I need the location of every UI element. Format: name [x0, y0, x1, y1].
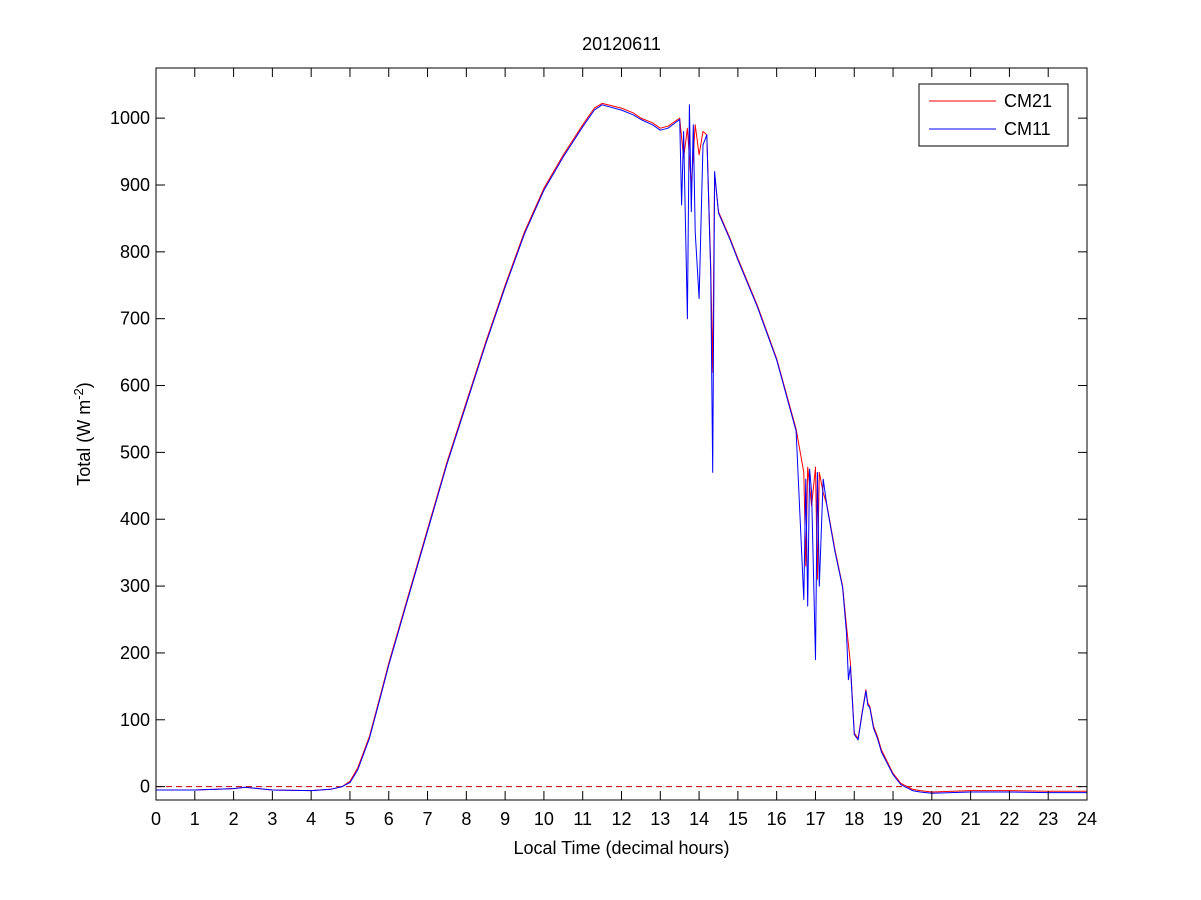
y-tick-label: 700	[120, 309, 150, 329]
legend: CM21 CM11	[918, 83, 1069, 147]
x-tick-label: 23	[1038, 809, 1058, 829]
x-tick-label: 17	[805, 809, 825, 829]
x-tick-label: 13	[650, 809, 670, 829]
y-tick-label: 1000	[110, 108, 150, 128]
x-tick-label: 9	[500, 809, 510, 829]
x-tick-label: 1	[190, 809, 200, 829]
legend-label-cm21: CM21	[1004, 91, 1052, 111]
x-tick-label: 6	[384, 809, 394, 829]
x-tick-label: 18	[844, 809, 864, 829]
x-tick-label: 24	[1077, 809, 1097, 829]
y-axis-label-superscript: -2	[71, 388, 86, 400]
y-tick-label: 0	[140, 777, 150, 797]
x-tick-label: 5	[345, 809, 355, 829]
x-tick-label: 12	[611, 809, 631, 829]
x-tick-label: 3	[267, 809, 277, 829]
y-axis: 0 100 200 300 400 500 600 700 800 900 1000	[110, 108, 1087, 797]
x-tick-label: 11	[573, 809, 592, 829]
x-tick-label: 21	[961, 809, 981, 829]
x-tick-label: 4	[306, 809, 316, 829]
y-axis-label-main: Total (W m	[74, 400, 94, 486]
x-tick-label: 14	[689, 809, 709, 829]
y-tick-label: 200	[120, 643, 150, 663]
x-tick-label: 16	[767, 809, 787, 829]
y-tick-label: 300	[120, 576, 150, 596]
x-tick-label: 7	[423, 809, 433, 829]
x-tick-label: 10	[534, 809, 554, 829]
x-axis: 0 1 2 3 4 5 6 7 8 9 10 11 12 13 14 15 16 17 18 19 20 21 22 23 24	[151, 68, 1097, 829]
series-line-cm11	[156, 104, 1087, 794]
x-tick-label: 2	[229, 809, 239, 829]
x-tick-label: 19	[883, 809, 903, 829]
y-tick-label: 900	[120, 175, 150, 195]
x-tick-label: 0	[151, 809, 161, 829]
y-tick-label: 500	[120, 442, 150, 462]
x-tick-label: 8	[461, 809, 471, 829]
y-axis-label-close: )	[74, 382, 94, 388]
y-tick-label: 400	[120, 509, 150, 529]
x-tick-label: 20	[922, 809, 942, 829]
x-axis-label: Local Time (decimal hours)	[513, 838, 729, 858]
legend-label-cm11: CM11	[1004, 119, 1051, 139]
legend-box	[918, 83, 1069, 147]
series-layer	[156, 102, 1087, 794]
x-tick-label: 15	[728, 809, 748, 829]
y-axis-label: Total (W m-2)	[71, 382, 95, 486]
x-tick-label: 22	[999, 809, 1019, 829]
chart-title: 20120611	[582, 34, 661, 54]
y-tick-label: 100	[120, 710, 150, 730]
y-tick-label: 800	[120, 242, 150, 262]
y-tick-label: 600	[120, 376, 150, 396]
